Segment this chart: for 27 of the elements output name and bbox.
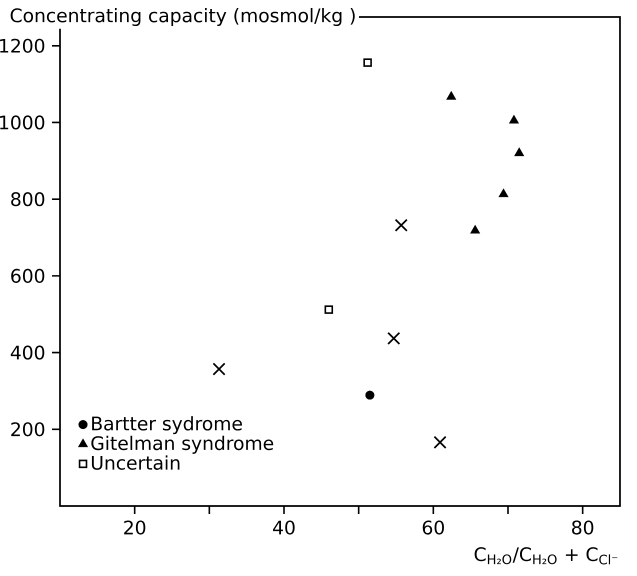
point: [387, 332, 400, 345]
point: [514, 148, 524, 156]
y-axis-title: Concentrating capacity (mosmol/kg ): [10, 8, 355, 26]
y-tick-label: 1000: [0, 115, 44, 130]
x-tick-label: 80: [572, 520, 594, 535]
x-axis-title: C$_{H₂O}$/C$_{H₂O}$ + C$_{Cl⁻}$: [474, 547, 618, 564]
x-tick-label: 60: [422, 520, 444, 535]
y-tick-label: 400: [10, 346, 44, 360]
y-tick-label: 800: [11, 192, 44, 206]
x-tick-label: 20: [124, 520, 146, 535]
point: [363, 58, 372, 67]
legend-label: Bartter sydrome: [92, 416, 242, 434]
point: [470, 225, 480, 234]
legend-label: Uncertain: [92, 455, 180, 470]
point: [509, 114, 519, 124]
legend-label: Gitelman syndrome: [91, 436, 274, 454]
y-tick-label: 600: [11, 268, 44, 283]
x-tick-label: 40: [273, 520, 295, 535]
y-tick-label: 1200: [0, 38, 44, 53]
point: [394, 218, 408, 232]
point: [498, 188, 508, 198]
point: [324, 305, 334, 314]
point: [434, 436, 447, 449]
point: [365, 390, 374, 400]
point: [212, 362, 226, 376]
point: [446, 91, 456, 100]
y-tick-label: 200: [11, 422, 44, 436]
